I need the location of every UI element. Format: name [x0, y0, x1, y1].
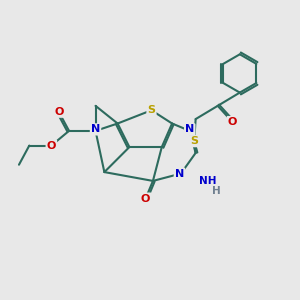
Text: O: O — [54, 107, 63, 117]
Text: N: N — [185, 124, 194, 134]
Text: N: N — [91, 124, 100, 134]
Text: O: O — [228, 117, 237, 127]
Text: H: H — [212, 186, 220, 196]
Text: NH: NH — [199, 176, 216, 186]
Text: S: S — [148, 105, 155, 115]
Text: O: O — [141, 194, 150, 204]
Text: S: S — [190, 136, 198, 146]
Text: O: O — [47, 141, 56, 151]
Text: N: N — [175, 169, 184, 178]
